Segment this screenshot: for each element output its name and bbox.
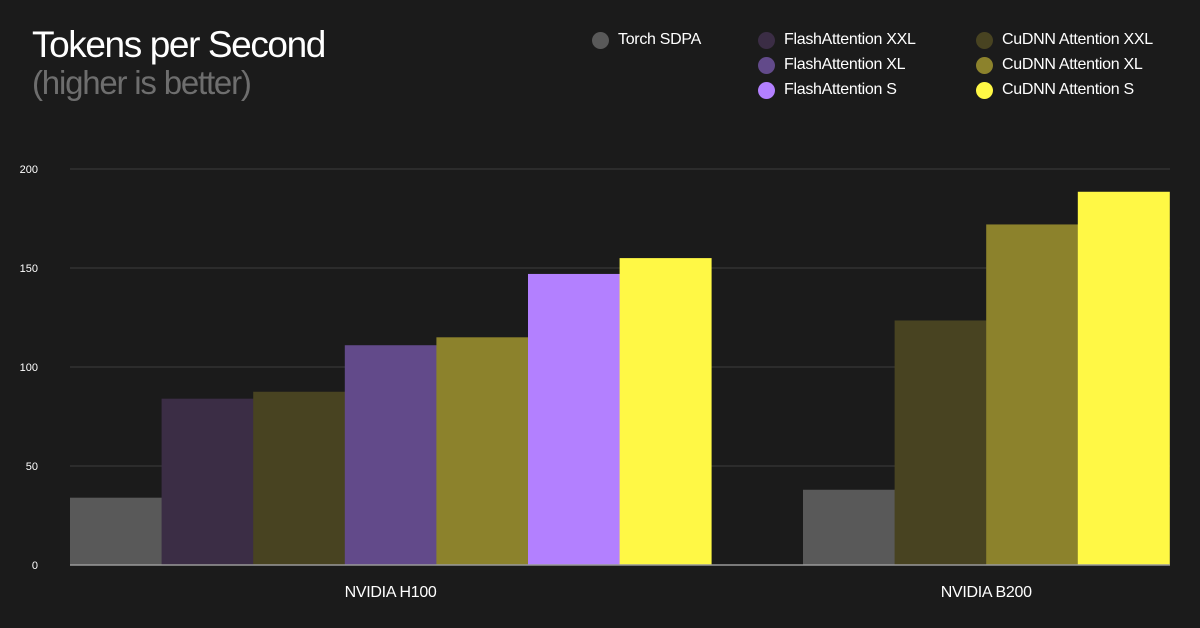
bar-nvidia-h100-flashattention-xl [344, 345, 437, 565]
x-category-label-nvidia-b200: NVIDIA B200 [941, 584, 1032, 601]
bar-nvidia-h100-cudnn-attention-xl [436, 337, 529, 565]
legend-item-flashattention-xl: FlashAttention XL [758, 56, 906, 74]
legend-swatch-torch-sdpa [592, 31, 609, 49]
legend-item-flashattention-s: FlashAttention S [758, 81, 897, 99]
y-tick-label-50: 50 [26, 461, 38, 473]
bar-nvidia-b200-torch-sdpa [803, 489, 895, 565]
bar-nvidia-b200-cudnn-attention-xl [986, 224, 1079, 565]
legend-item-flashattention-xxl: FlashAttention XXL [758, 31, 916, 49]
bar-nvidia-h100-torch-sdpa [70, 497, 162, 565]
legend-label-flashattention-xl: FlashAttention XL [784, 56, 906, 73]
y-tick-label-200: 200 [20, 164, 38, 176]
legend-swatch-flashattention-xxl [758, 31, 775, 49]
legend: Torch SDPA FlashAttention XXL FlashAtten… [0, 0, 1200, 110]
legend-label-flashattention-s: FlashAttention S [784, 81, 897, 98]
legend-swatch-flashattention-xl [758, 56, 775, 74]
legend-swatch-flashattention-s [758, 81, 775, 99]
x-category-label-nvidia-h100: NVIDIA H100 [345, 584, 437, 601]
legend-label-flashattention-xxl: FlashAttention XXL [784, 31, 916, 48]
chart-subtitle: (higher is better) [32, 64, 252, 101]
legend-swatch-cudnn-attention-s [976, 81, 993, 99]
chart-title: Tokens per Second [32, 24, 326, 65]
bar-nvidia-b200-cudnn-attention-s [1077, 191, 1170, 565]
legend-label-cudnn-attention-xl: CuDNN Attention XL [1002, 56, 1143, 73]
legend-item-torch-sdpa: Torch SDPA [592, 31, 701, 49]
legend-item-cudnn-attention-xl: CuDNN Attention XL [976, 56, 1143, 74]
legend-label-torch-sdpa: Torch SDPA [618, 31, 701, 48]
legend-label-cudnn-attention-xxl: CuDNN Attention XXL [1002, 31, 1153, 48]
bar-nvidia-h100-cudnn-attention-s [619, 258, 712, 565]
y-tick-label-100: 100 [20, 362, 38, 374]
legend-item-cudnn-attention-s: CuDNN Attention S [976, 81, 1134, 99]
legend-swatch-cudnn-attention-xxl [976, 31, 993, 49]
legend-item-cudnn-attention-xxl: CuDNN Attention XXL [976, 31, 1153, 49]
bar-nvidia-h100-cudnn-attention-xxl [253, 391, 346, 565]
legend-swatch-cudnn-attention-xl [976, 56, 993, 74]
y-tick-label-0: 0 [32, 560, 38, 572]
bar-nvidia-h100-flashattention-s [528, 273, 620, 565]
bar-nvidia-h100-flashattention-xxl [161, 398, 254, 565]
legend-label-cudnn-attention-s: CuDNN Attention S [1002, 81, 1134, 98]
y-tick-label-150: 150 [20, 263, 38, 275]
bar-nvidia-b200-cudnn-attention-xxl [894, 320, 987, 565]
